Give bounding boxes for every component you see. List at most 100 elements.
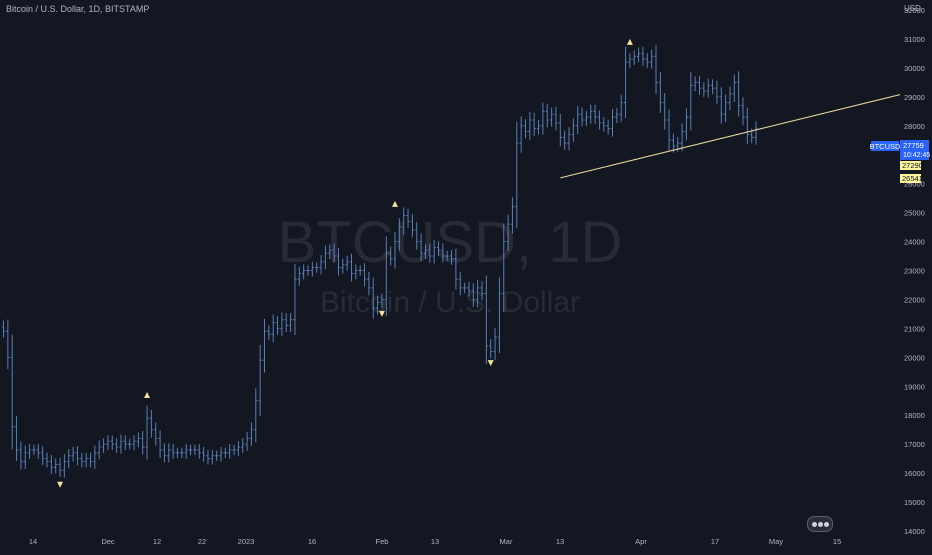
ohlc-bar bbox=[567, 127, 571, 151]
ohlc-bar bbox=[619, 94, 623, 123]
ohlc-bar bbox=[328, 244, 332, 260]
ohlc-bar bbox=[167, 443, 171, 463]
ohlc-bar bbox=[637, 47, 641, 63]
y-tick-label: 15000 bbox=[904, 498, 925, 507]
trendline-segment[interactable] bbox=[560, 94, 901, 179]
ohlc-bar bbox=[667, 109, 671, 151]
ohlc-bar bbox=[145, 405, 149, 460]
ohlc-bar bbox=[458, 271, 462, 296]
ohlc-bar bbox=[563, 130, 567, 150]
ohlc-bars bbox=[1, 44, 758, 478]
ohlc-bar bbox=[97, 440, 101, 460]
ohlc-bar bbox=[654, 44, 658, 95]
ohlc-bar bbox=[593, 104, 597, 124]
ohlc-bar bbox=[245, 431, 249, 451]
ohlc-bar bbox=[741, 97, 745, 126]
ohlc-bar bbox=[623, 46, 628, 118]
ohlc-bar bbox=[641, 46, 645, 66]
ohlc-bar bbox=[523, 119, 528, 139]
ohlc-bar bbox=[101, 438, 106, 453]
ohlc-bar bbox=[271, 314, 275, 343]
x-tick-label: 2023 bbox=[238, 537, 255, 546]
ohlc-bar bbox=[576, 106, 580, 134]
ohlc-bar bbox=[463, 282, 467, 294]
chart-title: Bitcoin / U.S. Dollar, 1D, BITSTAMP bbox=[6, 4, 150, 14]
y-axis[interactable]: 14000 15000 16000 17000 18000 19000 20000 21000… bbox=[904, 6, 925, 536]
ohlc-bar bbox=[158, 430, 162, 459]
level-tag-2 bbox=[900, 174, 921, 183]
ohlc-bar bbox=[284, 313, 288, 333]
y-tick-label: 28000 bbox=[904, 122, 925, 131]
ohlc-bar bbox=[476, 279, 480, 308]
ohlc-bar bbox=[254, 388, 258, 443]
ohlc-bar bbox=[154, 422, 158, 446]
ohlc-bar bbox=[545, 103, 549, 128]
ohlc-bar bbox=[319, 255, 323, 275]
ohlc-bar bbox=[6, 319, 10, 370]
ohlc-bar bbox=[188, 444, 193, 456]
x-tick-label: 15 bbox=[833, 537, 841, 546]
ohlc-bar bbox=[23, 445, 27, 469]
ohlc-bar bbox=[293, 263, 297, 336]
x-tick-label: Apr bbox=[635, 537, 647, 546]
ohlc-bar bbox=[71, 446, 75, 462]
ohlc-bar bbox=[323, 245, 327, 270]
ohlc-bar bbox=[745, 107, 749, 145]
symbol-tag bbox=[871, 141, 899, 151]
ohlc-bar bbox=[67, 449, 71, 469]
ohlc-bar bbox=[54, 458, 58, 474]
ohlc-bar bbox=[715, 80, 719, 105]
ohlc-bar bbox=[650, 49, 654, 69]
ohlc-bar bbox=[497, 277, 501, 354]
ohlc-bar bbox=[484, 275, 488, 364]
ohlc-bar bbox=[175, 447, 180, 459]
ohlc-bar bbox=[441, 243, 445, 263]
ohlc-bar bbox=[362, 263, 367, 287]
tradingview-logo-icon[interactable] bbox=[807, 516, 833, 532]
y-tick-label: 16000 bbox=[904, 469, 925, 478]
ohlc-bar bbox=[115, 438, 119, 453]
ohlc-bar bbox=[354, 264, 358, 280]
ohlc-bar bbox=[289, 313, 293, 333]
ohlc-bar bbox=[724, 94, 728, 123]
x-tick-label: Dec bbox=[101, 537, 115, 546]
ohlc-bar bbox=[384, 236, 388, 317]
ohlc-bar bbox=[280, 312, 284, 336]
signal-down-marker bbox=[378, 310, 385, 317]
x-tick-label: 13 bbox=[431, 537, 439, 546]
ohlc-bar bbox=[210, 449, 214, 465]
ohlc-bar bbox=[128, 438, 132, 450]
y-tick-label: 31000 bbox=[904, 35, 925, 44]
ohlc-bar bbox=[550, 107, 554, 127]
signal-markers bbox=[57, 38, 633, 488]
ohlc-bar bbox=[367, 271, 371, 296]
ohlc-bar bbox=[415, 221, 419, 250]
trendline[interactable] bbox=[560, 94, 901, 179]
ohlc-bar bbox=[510, 197, 515, 234]
ohlc-bar bbox=[180, 447, 184, 459]
y-tick-label: 14000 bbox=[904, 527, 925, 536]
y-tick-label: 19000 bbox=[904, 382, 925, 391]
x-axis[interactable]: 14 Dec 12 22 2023 16 Feb 13 Mar 13 Apr 17 May 15 bbox=[29, 537, 841, 546]
level-tag-1-value: 27290 bbox=[902, 161, 923, 170]
y-tick-label: 24000 bbox=[904, 238, 925, 247]
ohlc-bar bbox=[680, 123, 684, 152]
y-tick-label: 22000 bbox=[904, 295, 925, 304]
ohlc-bar bbox=[615, 108, 619, 124]
ohlc-bar bbox=[358, 265, 362, 276]
ohlc-bar bbox=[432, 239, 436, 264]
ohlc-bar bbox=[93, 445, 97, 469]
ohlc-bar bbox=[532, 112, 536, 137]
ohlc-bar bbox=[249, 422, 254, 446]
last-price-value: 27759 bbox=[903, 141, 924, 150]
ohlc-bar bbox=[258, 344, 262, 417]
signal-down-marker bbox=[57, 481, 64, 488]
ohlc-bar bbox=[84, 452, 88, 468]
ohlc-bar bbox=[402, 207, 406, 236]
x-tick-label: Feb bbox=[376, 537, 389, 546]
ohlc-bar bbox=[737, 71, 741, 117]
y-tick-label: 25000 bbox=[904, 209, 925, 218]
ohlc-bar bbox=[506, 214, 510, 252]
